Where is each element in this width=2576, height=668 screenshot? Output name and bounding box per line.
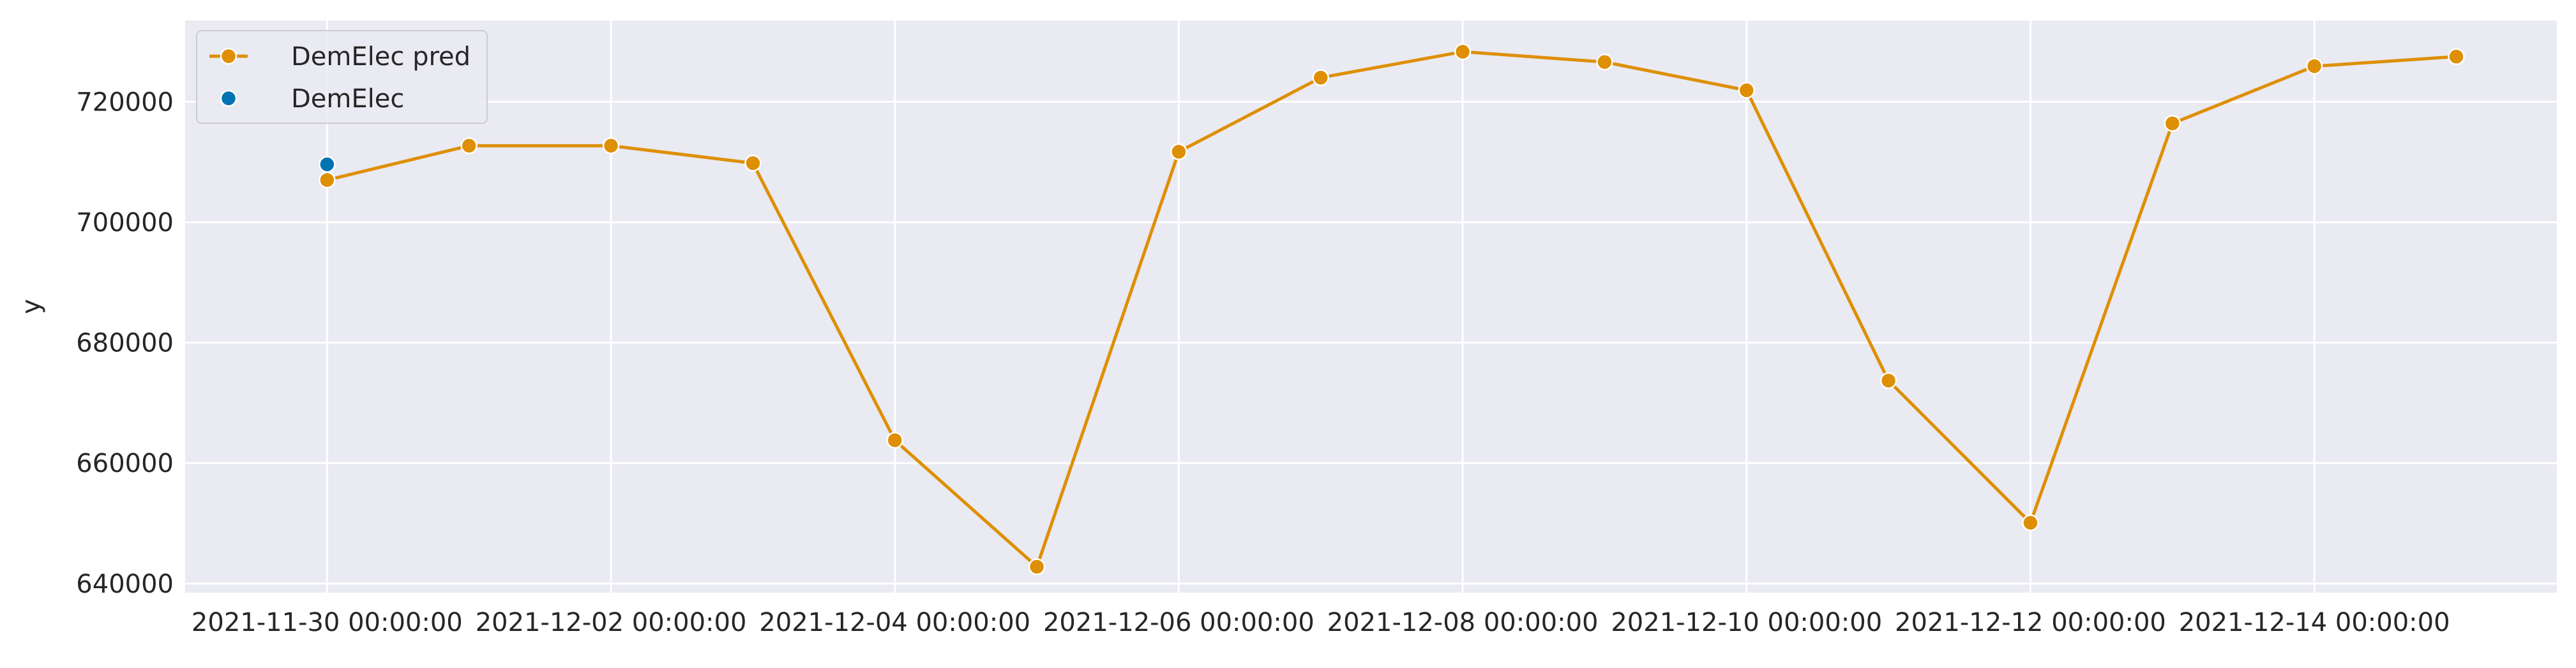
data-point: [1170, 143, 1187, 160]
x-tick-label: 2021-11-30 00:00:00: [192, 608, 463, 637]
x-tick-label: 2021-12-10 00:00:00: [1611, 608, 1882, 637]
legend-item: DemElec: [220, 84, 404, 114]
data-point: [2305, 57, 2323, 75]
x-tick-labels: 2021-11-30 00:00:00 2021-12-02 00:00:00 20…: [192, 608, 2450, 637]
y-axis-label: y: [17, 299, 46, 314]
data-point: [319, 156, 336, 173]
legend-item: DemElec pred: [209, 42, 471, 72]
y-tick-label: 680000: [76, 329, 174, 358]
x-tick-label: 2021-12-08 00:00:00: [1327, 608, 1599, 637]
data-point: [2448, 48, 2465, 65]
data-point: [1879, 372, 1897, 390]
series-demelec: [319, 156, 336, 173]
plot-background: [185, 20, 2557, 593]
y-tick-labels: 640000 660000 680000 700000 720000: [76, 87, 174, 599]
data-point: [744, 155, 762, 172]
y-tick-label: 640000: [76, 570, 174, 599]
y-tick-label: 720000: [76, 87, 174, 117]
data-point: [1738, 82, 1756, 99]
legend-label: DemElec: [291, 84, 404, 114]
legend-label: DemElec pred: [291, 42, 471, 72]
legend-marker: [220, 89, 237, 107]
y-tick-label: 700000: [76, 208, 174, 238]
x-tick-label: 2021-12-12 00:00:00: [1895, 608, 2166, 637]
data-point: [2164, 115, 2181, 132]
x-tick-label: 2021-12-04 00:00:00: [759, 608, 1030, 637]
legend-marker: [220, 47, 237, 65]
x-tick-label: 2021-12-06 00:00:00: [1043, 608, 1314, 637]
x-tick-label: 2021-12-02 00:00:00: [476, 608, 747, 637]
series-demelec-pred: [319, 43, 2465, 575]
legend-box: [196, 30, 488, 124]
data-point: [319, 171, 336, 189]
data-point: [1454, 43, 1472, 61]
data-point: [2022, 514, 2039, 531]
y-tick-label: 660000: [76, 449, 174, 478]
series-line: [326, 50, 2457, 568]
x-tick-label: 2021-12-14 00:00:00: [2179, 608, 2450, 637]
legend: DemElec pred DemElec: [196, 30, 488, 124]
data-point: [602, 137, 620, 155]
data-point: [460, 137, 478, 155]
data-point: [886, 432, 903, 449]
series-layer: [319, 43, 2465, 575]
data-point: [1596, 53, 1613, 71]
data-point: [1028, 558, 1046, 575]
data-point: [1312, 69, 1330, 86]
